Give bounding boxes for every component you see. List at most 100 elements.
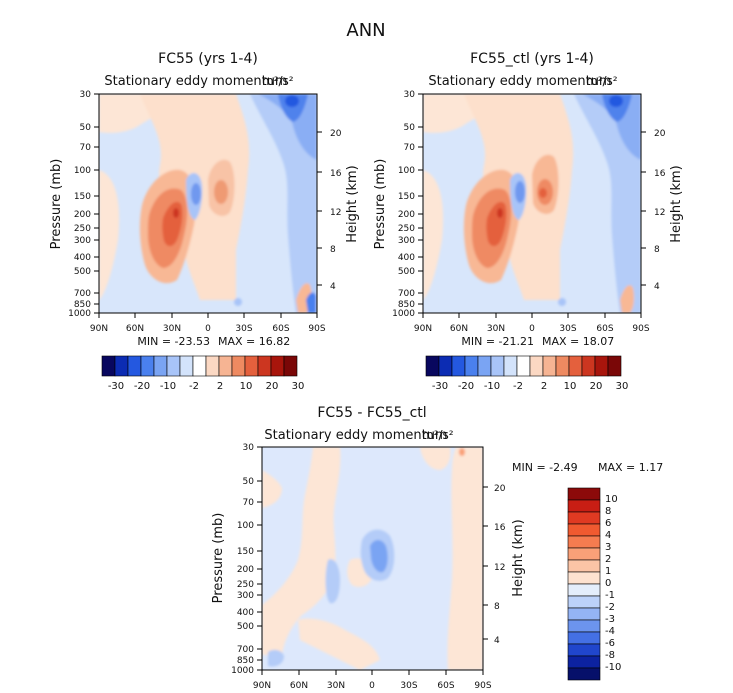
y-tick-label: 50: [80, 123, 92, 133]
x-tick-label: 60S: [437, 681, 454, 691]
panel-difference: FC55 - FC55_ctl Stationary eddy momentum…: [211, 405, 663, 691]
colorbar-swatch: [567, 631, 601, 645]
contour-neg: [247, 94, 317, 313]
chart-subtitle: Stationary eddy momentum: [104, 74, 287, 89]
colorbar-swatch: [567, 583, 601, 597]
x-tick-label: 90N: [253, 681, 271, 691]
y-tick-label: 70: [404, 143, 416, 153]
colorbar-swatch: [205, 355, 220, 377]
colorbar-label: -20: [134, 381, 150, 392]
colorbar-label: 4: [605, 530, 611, 541]
height-tick-label: 8: [330, 245, 336, 255]
x-tick-label: 90S: [308, 324, 325, 334]
colorbar-swatch: [567, 511, 601, 525]
colorbar-swatch: [581, 355, 596, 377]
y-tick-label: 500: [398, 267, 415, 277]
colorbar-label: 2: [605, 554, 611, 565]
y-tick-label: 700: [237, 645, 254, 655]
min-value: MIN = -2.49: [512, 461, 578, 474]
colorbar-swatch: [607, 355, 622, 377]
colorbar-label: -20: [458, 381, 474, 392]
y-tick-label: 100: [237, 521, 254, 531]
colorbar-swatch: [568, 355, 583, 377]
min-value: MIN = -23.53: [137, 335, 210, 348]
y-tick-label: 70: [243, 498, 255, 508]
y-axis-label: Pressure (mb): [211, 513, 226, 604]
height-tick-label: 20: [330, 129, 342, 139]
colorbar-label: 30: [292, 381, 305, 392]
x-tick-label: 90N: [414, 324, 432, 334]
colorbar-swatch: [257, 355, 272, 377]
colorbar: [425, 355, 622, 377]
contour-min: [285, 95, 299, 107]
y-tick-label: 250: [237, 580, 254, 590]
colorbar-swatch: [166, 355, 181, 377]
colorbar-label: -6: [605, 638, 615, 649]
x-tick-label: 30N: [163, 324, 181, 334]
height-tick-label: 4: [494, 636, 500, 646]
y-tick-label: 300: [74, 236, 91, 246]
y-tick-label: 150: [74, 192, 91, 202]
colorbar-swatch: [283, 355, 298, 377]
y-tick-label: 100: [398, 166, 415, 176]
y-tick-label: 30: [243, 443, 255, 453]
colorbar: [567, 487, 601, 681]
y-axis-label: Pressure (mb): [49, 159, 64, 250]
colorbar-swatch: [153, 355, 168, 377]
colorbar-swatch: [516, 355, 531, 377]
contour-neg: [558, 298, 566, 306]
y-tick-label: 30: [404, 90, 416, 100]
colorbar-swatch: [477, 355, 492, 377]
y-axis-right: 4 8 12 16 20: [483, 484, 506, 646]
colorbar-swatch: [218, 355, 233, 377]
y-tick-label: 200: [74, 210, 91, 220]
units-label: m²/s²: [262, 74, 294, 88]
height-tick-label: 8: [494, 602, 500, 612]
colorbar-label: 30: [616, 381, 629, 392]
colorbar-labels: 10 8 6 4 3 2 1 0 -1 -2 -3 -4 -6 -8 -10: [605, 494, 621, 673]
y-axis-label-right: Height (km): [511, 519, 526, 596]
contour-pos: [459, 448, 465, 456]
height-tick-label: 12: [654, 208, 665, 218]
contour-neg: [306, 292, 316, 313]
x-tick-label: 90S: [474, 681, 491, 691]
colorbar-swatch: [567, 607, 601, 621]
x-tick-label: 0: [205, 324, 211, 334]
colorbar-label: -10: [484, 381, 500, 392]
colorbar-swatch: [529, 355, 544, 377]
colorbar-labels: -30 -20 -10 -2 2 10 20 30: [108, 381, 305, 392]
x-tick-label: 60N: [450, 324, 468, 334]
colorbar-label: 10: [605, 494, 618, 505]
y-tick-label: 70: [80, 143, 92, 153]
colorbar-swatch: [127, 355, 142, 377]
x-tick-label: 30S: [400, 681, 417, 691]
colorbar-swatch: [101, 355, 116, 377]
panel-fc55: FC55 (yrs 1-4) Stationary eddy momentum …: [49, 51, 360, 392]
y-tick-label: 700: [74, 289, 91, 299]
colorbar-swatch: [503, 355, 518, 377]
x-tick-label: 30S: [559, 324, 576, 334]
colorbar-swatch: [567, 619, 601, 633]
contour-pos: [214, 180, 228, 204]
height-tick-label: 20: [494, 484, 506, 494]
contour-field: [262, 447, 483, 670]
y-tick-label: 300: [237, 591, 254, 601]
chart-title: FC55 - FC55_ctl: [317, 405, 426, 421]
colorbar-swatch: [567, 547, 601, 561]
colorbar-swatch: [425, 355, 440, 377]
colorbar-label: -30: [432, 381, 448, 392]
y-tick-label: 850: [74, 300, 91, 310]
colorbar-label: -1: [605, 590, 615, 601]
contour-neg: [571, 94, 641, 313]
y-tick-label: 400: [237, 608, 254, 618]
y-tick-label: 700: [398, 289, 415, 299]
colorbar-swatch: [192, 355, 207, 377]
x-tick-label: 90N: [90, 324, 108, 334]
y-axis-left: 30 50 70 100 150 200 250 300 400 500 700…: [392, 90, 423, 319]
colorbar-swatch: [114, 355, 129, 377]
colorbar-labels: -30 -20 -10 -2 2 10 20 30: [432, 381, 629, 392]
contour-pos: [539, 188, 547, 198]
chart-subtitle: Stationary eddy momentum: [264, 428, 447, 443]
colorbar-label: 2: [217, 381, 223, 392]
colorbar-label: 20: [266, 381, 279, 392]
